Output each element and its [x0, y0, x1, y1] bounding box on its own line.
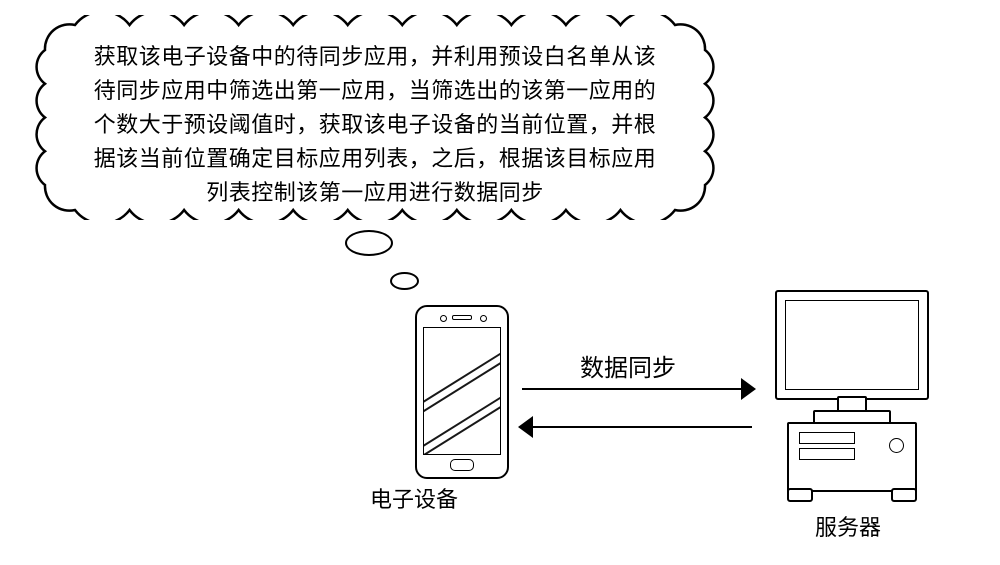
phone-glare-line [423, 377, 501, 455]
phone-home-button-icon [450, 459, 474, 471]
diagram-canvas: 获取该电子设备中的待同步应用，并利用预设白名单从该待同步应用中筛选出第一应用，当… [0, 0, 1000, 565]
server-drive-slot-icon [799, 432, 855, 444]
thought-bubble-icon [390, 272, 419, 290]
phone-camera-icon [440, 315, 447, 322]
server-monitor-icon [775, 290, 929, 400]
thought-cloud-text: 获取该电子设备中的待同步应用，并利用预设白名单从该待同步应用中筛选出第一应用，当… [80, 40, 670, 210]
server-monitor-inner [785, 300, 919, 390]
server-foot-icon [787, 488, 813, 502]
phone-sensor-icon [480, 315, 487, 322]
phone-speaker-icon [452, 315, 472, 320]
thought-cloud: 获取该电子设备中的待同步应用，并利用预设白名单从该待同步应用中筛选出第一应用，当… [35, 15, 715, 220]
arrow-right-icon [522, 388, 741, 390]
arrowhead-right-icon [741, 378, 756, 400]
phone-screen [423, 327, 501, 455]
server-drive-slot-icon [799, 448, 855, 460]
thought-bubble-icon [345, 230, 393, 256]
connection-label: 数据同步 [580, 348, 676, 383]
phone-label: 电子设备 [370, 482, 458, 514]
server-label: 服务器 [815, 510, 881, 542]
arrow-left-icon [533, 426, 752, 428]
server-foot-icon [891, 488, 917, 502]
arrowhead-left-icon [518, 416, 533, 438]
phone-device [415, 305, 509, 479]
server-power-button-icon [889, 438, 904, 453]
